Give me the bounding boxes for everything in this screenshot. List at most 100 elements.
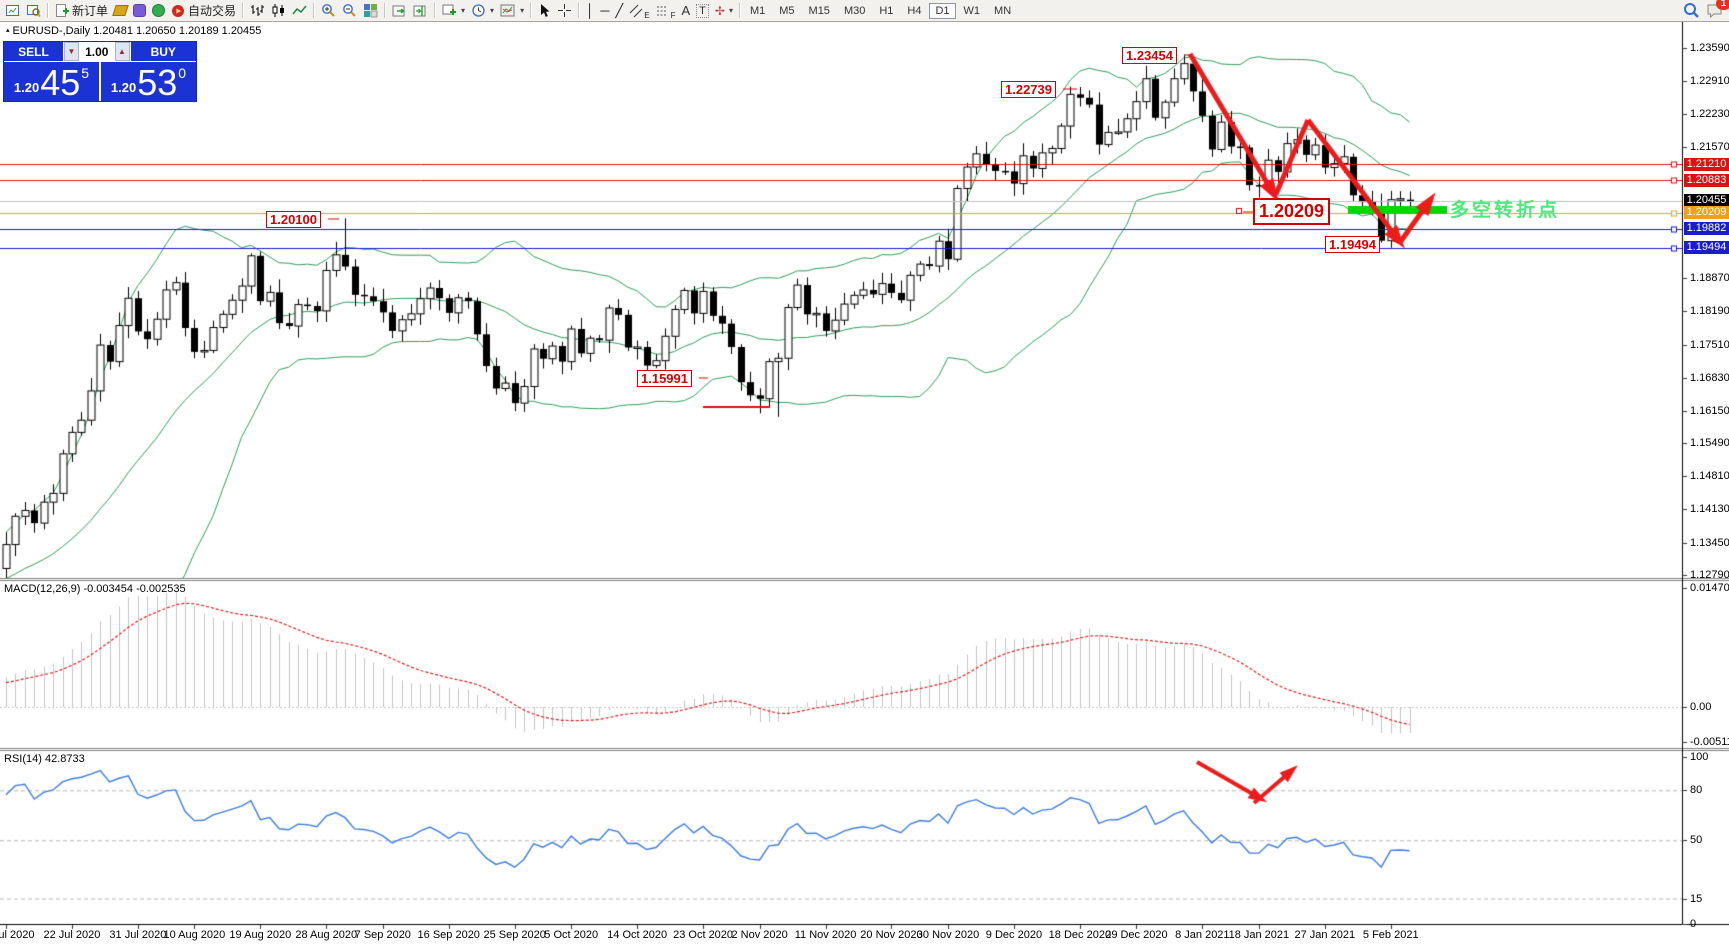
green-circle-icon [152, 4, 166, 17]
timeframe-button-M15[interactable]: M15 [808, 4, 830, 17]
bid-price-display[interactable]: 1.20 45 5 [4, 62, 101, 101]
ask-head: 1.20 [110, 80, 137, 95]
timeframe-button-M1[interactable]: M1 [749, 4, 766, 17]
date-label: 11 Nov 2020 [794, 929, 857, 941]
date-label: 18 Jan 2021 [1228, 929, 1290, 941]
text-tool[interactable]: A [681, 3, 691, 18]
bid-sup: 5 [81, 65, 90, 81]
new-order-button[interactable]: 新订单 [52, 1, 111, 20]
date-label: 19 Aug 2020 [229, 929, 292, 941]
volume-value[interactable]: 1.00 [85, 44, 109, 59]
macd-tick-label: 0.014706 [1690, 582, 1729, 594]
price-annotation-label[interactable]: 1.23454 [1122, 47, 1177, 64]
navigator-icon[interactable] [149, 1, 168, 20]
rsi-tick-label: 0 [1690, 917, 1697, 930]
price-tick-label: 1.21570 [1690, 140, 1729, 153]
add-indicator-button[interactable]: ▾ [439, 1, 468, 20]
rsi-label: RSI(14) 42.8733 [4, 753, 85, 765]
price-tick-label: 1.23590 [1690, 42, 1729, 54]
date-label: 23 Oct 2020 [673, 929, 734, 941]
timeframe-button-M30[interactable]: M30 [843, 4, 866, 17]
buy-button[interactable]: BUY [129, 42, 196, 61]
price-tick-label: 1.13450 [1690, 536, 1729, 549]
timeframe-button-H4[interactable]: H4 [907, 4, 922, 17]
zoom-in-button[interactable] [318, 1, 339, 20]
timeframe-button-D1[interactable]: D1 [929, 2, 956, 19]
vertical-line-tool[interactable]: │ [586, 3, 595, 18]
crosshair-tool-button[interactable] [554, 1, 575, 20]
fibonacci-tool[interactable]: F [653, 1, 679, 20]
ask-big: 53 [137, 62, 178, 103]
auto-scroll-button[interactable] [389, 1, 410, 20]
date-label: 10 Aug 2020 [163, 929, 226, 941]
sell-button[interactable]: SELL [4, 42, 64, 61]
text-label-tool[interactable]: T [693, 1, 712, 20]
template-button[interactable]: ▾ [497, 1, 527, 20]
horizontal-line-tool[interactable]: ─ [600, 3, 610, 18]
chart-profiles-button[interactable] [23, 1, 44, 20]
market-watch-icon[interactable] [111, 1, 130, 20]
chart-shift-button[interactable] [410, 1, 431, 20]
price-line-badge: 1.19494 [1684, 241, 1729, 255]
title-marker: ▴ [6, 27, 10, 34]
price-annotation-label[interactable]: 1.20100 [266, 211, 321, 228]
price-tick-label: 1.15490 [1690, 437, 1729, 450]
rsi-tick-label: 15 [1690, 892, 1703, 905]
toolbar: 新订单 自动交易 [0, 0, 1729, 22]
trendline-tool[interactable]: ╱ [615, 3, 624, 18]
cursor-tool-button[interactable] [535, 1, 554, 20]
turning-point-note[interactable]: 多空转折点 [1450, 200, 1561, 221]
price-line-badge: 1.19882 [1684, 222, 1729, 236]
timeframe-button-M5[interactable]: M5 [779, 4, 795, 17]
price-tick-label: 1.22910 [1690, 75, 1729, 88]
date-label: 28 Aug 2020 [295, 929, 358, 941]
price-line-badge: 1.20883 [1684, 173, 1729, 187]
toolbar-separator [578, 3, 581, 18]
purple-icon [133, 4, 147, 17]
ask-price-display[interactable]: 1.20 53 0 [101, 62, 196, 101]
price-annotation-label[interactable]: 1.20209 [1253, 198, 1331, 225]
chart-title: ▴ EURUSD-,Daily 1.20481 1.20650 1.20189 1… [6, 25, 261, 37]
data-window-icon[interactable] [130, 1, 149, 20]
date-label: 27 Jan 2021 [1294, 929, 1356, 941]
toolbar-separator [313, 3, 316, 18]
notification-badge: 1 [1716, 0, 1729, 10]
rsi-tick-label: 100 [1690, 751, 1709, 763]
date-label: 14 Oct 2020 [607, 929, 668, 941]
bid-head: 1.20 [13, 80, 40, 95]
arrows-tool[interactable]: ✢ ▾ [714, 3, 733, 18]
date-label: 9 Dec 2020 [985, 929, 1043, 941]
date-label: 8 Jan 2021 [1175, 929, 1230, 941]
timeframe-button-MN[interactable]: MN [994, 4, 1012, 17]
price-annotation-label[interactable]: 1.15991 [637, 370, 692, 387]
timeframe-group: M1 M5 M15 M30 H1 H4 D1 W1 MN [744, 2, 1017, 19]
date-label: 30 Nov 2020 [916, 929, 980, 941]
volume-decrease-button[interactable]: ▼ [64, 42, 79, 61]
equidistant-channel-tool[interactable]: E [626, 1, 652, 20]
channel-letter: E [644, 11, 650, 20]
auto-trading-button[interactable]: 自动交易 [168, 1, 239, 20]
bar-chart-button[interactable] [247, 1, 268, 20]
timeframe-button-H1[interactable]: H1 [879, 4, 894, 17]
timeframe-button-W1[interactable]: W1 [963, 4, 981, 17]
search-button[interactable] [1680, 1, 1703, 20]
price-tick-label: 1.18190 [1690, 305, 1729, 318]
line-chart-button[interactable] [289, 1, 310, 20]
period-clock-button[interactable]: ▾ [468, 1, 497, 20]
new-chart-button[interactable] [2, 1, 23, 20]
notifications-button[interactable]: 1 [1703, 0, 1729, 20]
price-tick-label: 1.14810 [1690, 470, 1729, 483]
price-annotation-label[interactable]: 1.19494 [1325, 236, 1380, 253]
volume-control: ▼ 1.00 ▲ [64, 42, 130, 61]
price-line-badge: 1.21210 [1684, 157, 1729, 171]
macd-tick-label: 0.00 [1690, 701, 1712, 713]
price-annotation-label[interactable]: 1.22739 [1001, 81, 1056, 98]
candlestick-chart-button[interactable] [268, 1, 289, 20]
volume-increase-button[interactable]: ▲ [114, 42, 130, 61]
zoom-out-button[interactable] [339, 1, 360, 20]
tile-windows-button[interactable] [360, 1, 381, 20]
toolbar-separator [738, 3, 741, 18]
date-label: 22 Jul 2020 [43, 929, 101, 941]
